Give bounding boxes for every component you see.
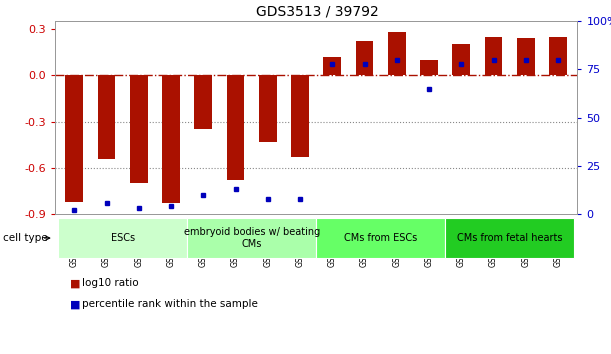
- Bar: [485, 37, 502, 75]
- Bar: [227, 75, 244, 180]
- Text: GDS3513 / 39792: GDS3513 / 39792: [256, 5, 379, 19]
- Bar: [420, 60, 438, 75]
- Bar: [162, 75, 180, 203]
- Bar: [323, 57, 341, 75]
- Text: embryoid bodies w/ beating
CMs: embryoid bodies w/ beating CMs: [183, 227, 320, 249]
- Bar: [549, 37, 567, 75]
- Text: cell type: cell type: [3, 233, 48, 243]
- Bar: [98, 75, 115, 159]
- Bar: [452, 44, 470, 75]
- Text: ■: ■: [70, 278, 81, 288]
- Text: log10 ratio: log10 ratio: [82, 278, 139, 288]
- Bar: [517, 38, 535, 75]
- Text: ■: ■: [70, 299, 81, 309]
- Bar: [130, 75, 148, 183]
- Bar: [194, 75, 212, 129]
- Text: CMs from fetal hearts: CMs from fetal hearts: [457, 233, 563, 243]
- Text: ESCs: ESCs: [111, 233, 135, 243]
- Text: CMs from ESCs: CMs from ESCs: [344, 233, 417, 243]
- Bar: [291, 75, 309, 157]
- Bar: [65, 75, 83, 202]
- Text: percentile rank within the sample: percentile rank within the sample: [82, 299, 258, 309]
- Bar: [388, 32, 406, 75]
- Bar: [356, 41, 373, 75]
- Bar: [259, 75, 277, 142]
